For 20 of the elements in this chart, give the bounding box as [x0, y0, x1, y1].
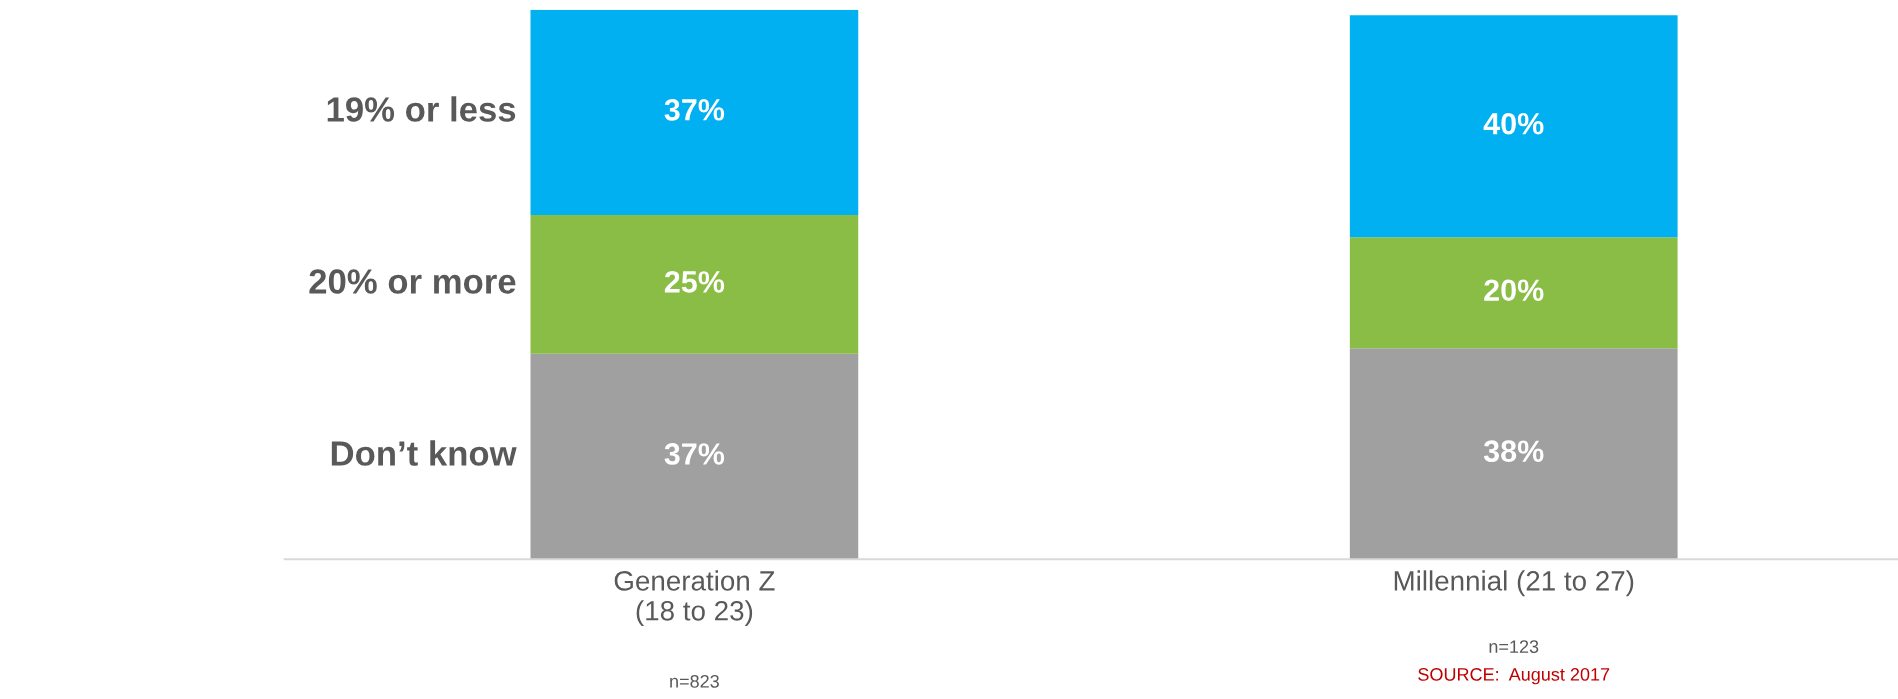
series-label: 19% or less [327, 96, 516, 122]
text: n=123 [1489, 640, 1539, 654]
bar [530, 215, 859, 354]
bar [530, 353, 859, 560]
source-note: SOURCE: August 2017 [1418, 668, 1610, 685]
x-tick-label: Millennial (21 to 27) [1394, 570, 1634, 597]
data-label: 40% [1483, 112, 1544, 135]
series-label: Don’t know [331, 440, 517, 466]
data-label: 38% [1483, 440, 1544, 462]
data-label: 37% [664, 99, 725, 121]
bar [1349, 348, 1678, 560]
data-label: 20% [1484, 279, 1544, 302]
data-label: 37% [664, 443, 725, 465]
bar [1349, 15, 1678, 238]
bar [1349, 237, 1678, 349]
series-label: 20% or more [309, 269, 516, 294]
text: n=823 [670, 674, 719, 688]
bar [530, 9, 859, 216]
x-tick-label: Generation Z (18 to 23) [614, 570, 775, 627]
data-label: 25% [664, 271, 725, 293]
